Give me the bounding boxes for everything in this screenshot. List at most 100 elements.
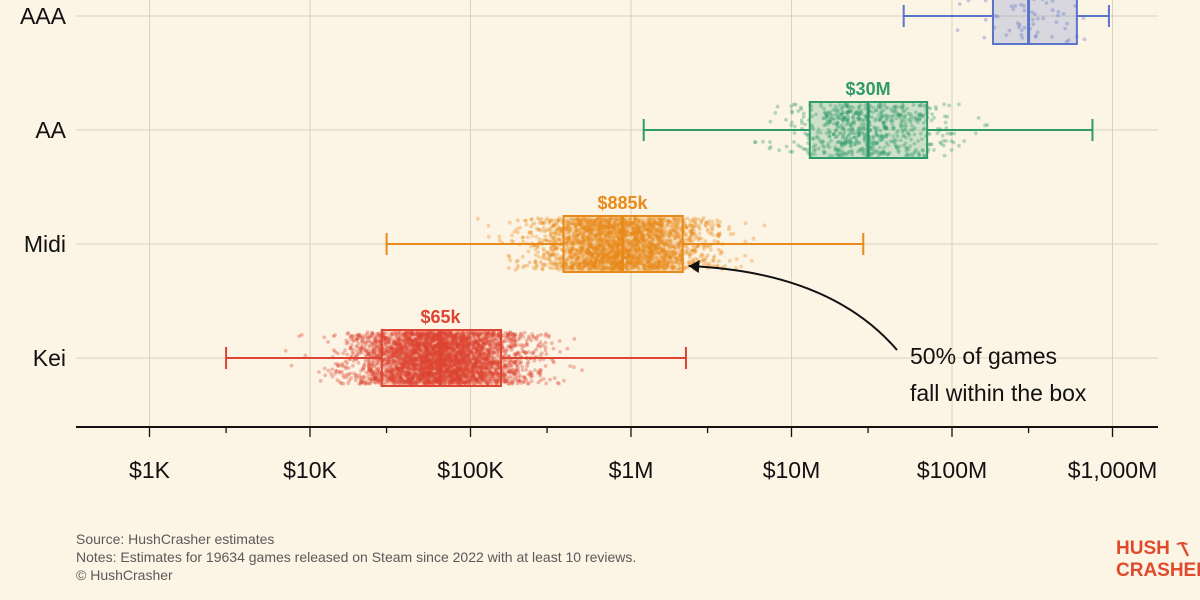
data-point [717,231,722,236]
data-point [541,225,546,230]
data-point [859,110,864,115]
data-point [537,227,541,232]
data-point [842,102,847,107]
data-point [1009,4,1014,8]
data-point [921,113,925,118]
data-point [845,117,850,122]
data-point [559,260,563,265]
data-point [850,150,855,155]
data-point [912,132,917,137]
data-point [841,126,845,131]
data-point [828,117,833,122]
data-point [889,107,894,111]
data-point [828,130,832,135]
data-point [822,116,827,121]
data-point [848,138,853,143]
data-point [553,218,558,223]
data-point [543,234,548,239]
data-point [995,14,1000,19]
data-point [818,131,823,135]
data-point [841,132,846,137]
data-point [506,253,511,258]
data-point [906,131,911,136]
data-point [541,246,546,251]
data-point [726,227,731,232]
data-point [848,136,853,141]
data-point [550,235,554,239]
data-point [552,239,557,244]
data-point [852,135,856,140]
data-point [881,149,885,154]
data-point [888,139,893,144]
data-point [882,145,887,150]
data-point [879,133,883,138]
data-point [686,239,690,243]
data-point [544,352,549,357]
data-point [1020,36,1025,40]
data-point [836,115,841,119]
data-point [715,218,720,223]
data-point [810,136,815,141]
data-point [908,120,913,124]
data-point [692,224,697,229]
data-point [874,150,878,155]
data-point [1082,37,1087,42]
data-point [537,237,542,242]
data-point [533,258,538,263]
data-point [837,153,842,158]
data-point [901,104,906,108]
data-point [900,127,904,131]
data-point [877,150,881,154]
data-point [1061,11,1066,16]
data-point [903,124,907,129]
data-point [877,118,881,122]
data-point [805,132,810,137]
data-point [717,259,721,263]
data-point [826,111,831,116]
data-point [891,113,896,117]
data-point [839,141,844,146]
data-point [743,254,747,258]
data-point [884,118,888,123]
data-point [538,260,543,264]
data-point [702,247,706,251]
data-point [697,231,702,236]
data-point [813,152,817,157]
data-point [870,151,874,156]
data-point [892,109,897,113]
data-point [879,109,884,114]
data-point [908,114,913,119]
data-point [837,147,841,152]
data-point [837,154,841,158]
data-point [524,222,529,227]
data-point [894,131,899,136]
data-point [877,138,882,143]
data-point [900,106,904,111]
data-point [982,35,987,40]
data-point [497,238,502,243]
data-point [718,252,723,256]
data-point [847,132,852,137]
data-point [792,124,797,129]
data-point [898,124,903,129]
data-point [859,122,864,127]
data-point [901,109,906,114]
data-point [879,134,884,138]
data-point [874,108,878,112]
data-point [900,123,904,128]
data-point [823,111,827,116]
data-point [909,128,913,133]
data-point [884,125,889,130]
data-point [789,104,794,109]
data-point [901,143,906,148]
data-point [823,150,828,155]
data-point [777,148,782,153]
data-point [840,110,845,115]
data-point [861,126,866,130]
points-aaa [955,0,1087,44]
data-point [497,234,502,239]
data-point [940,133,945,138]
data-point [949,139,954,144]
data-point [945,131,950,136]
data-point [833,104,838,109]
